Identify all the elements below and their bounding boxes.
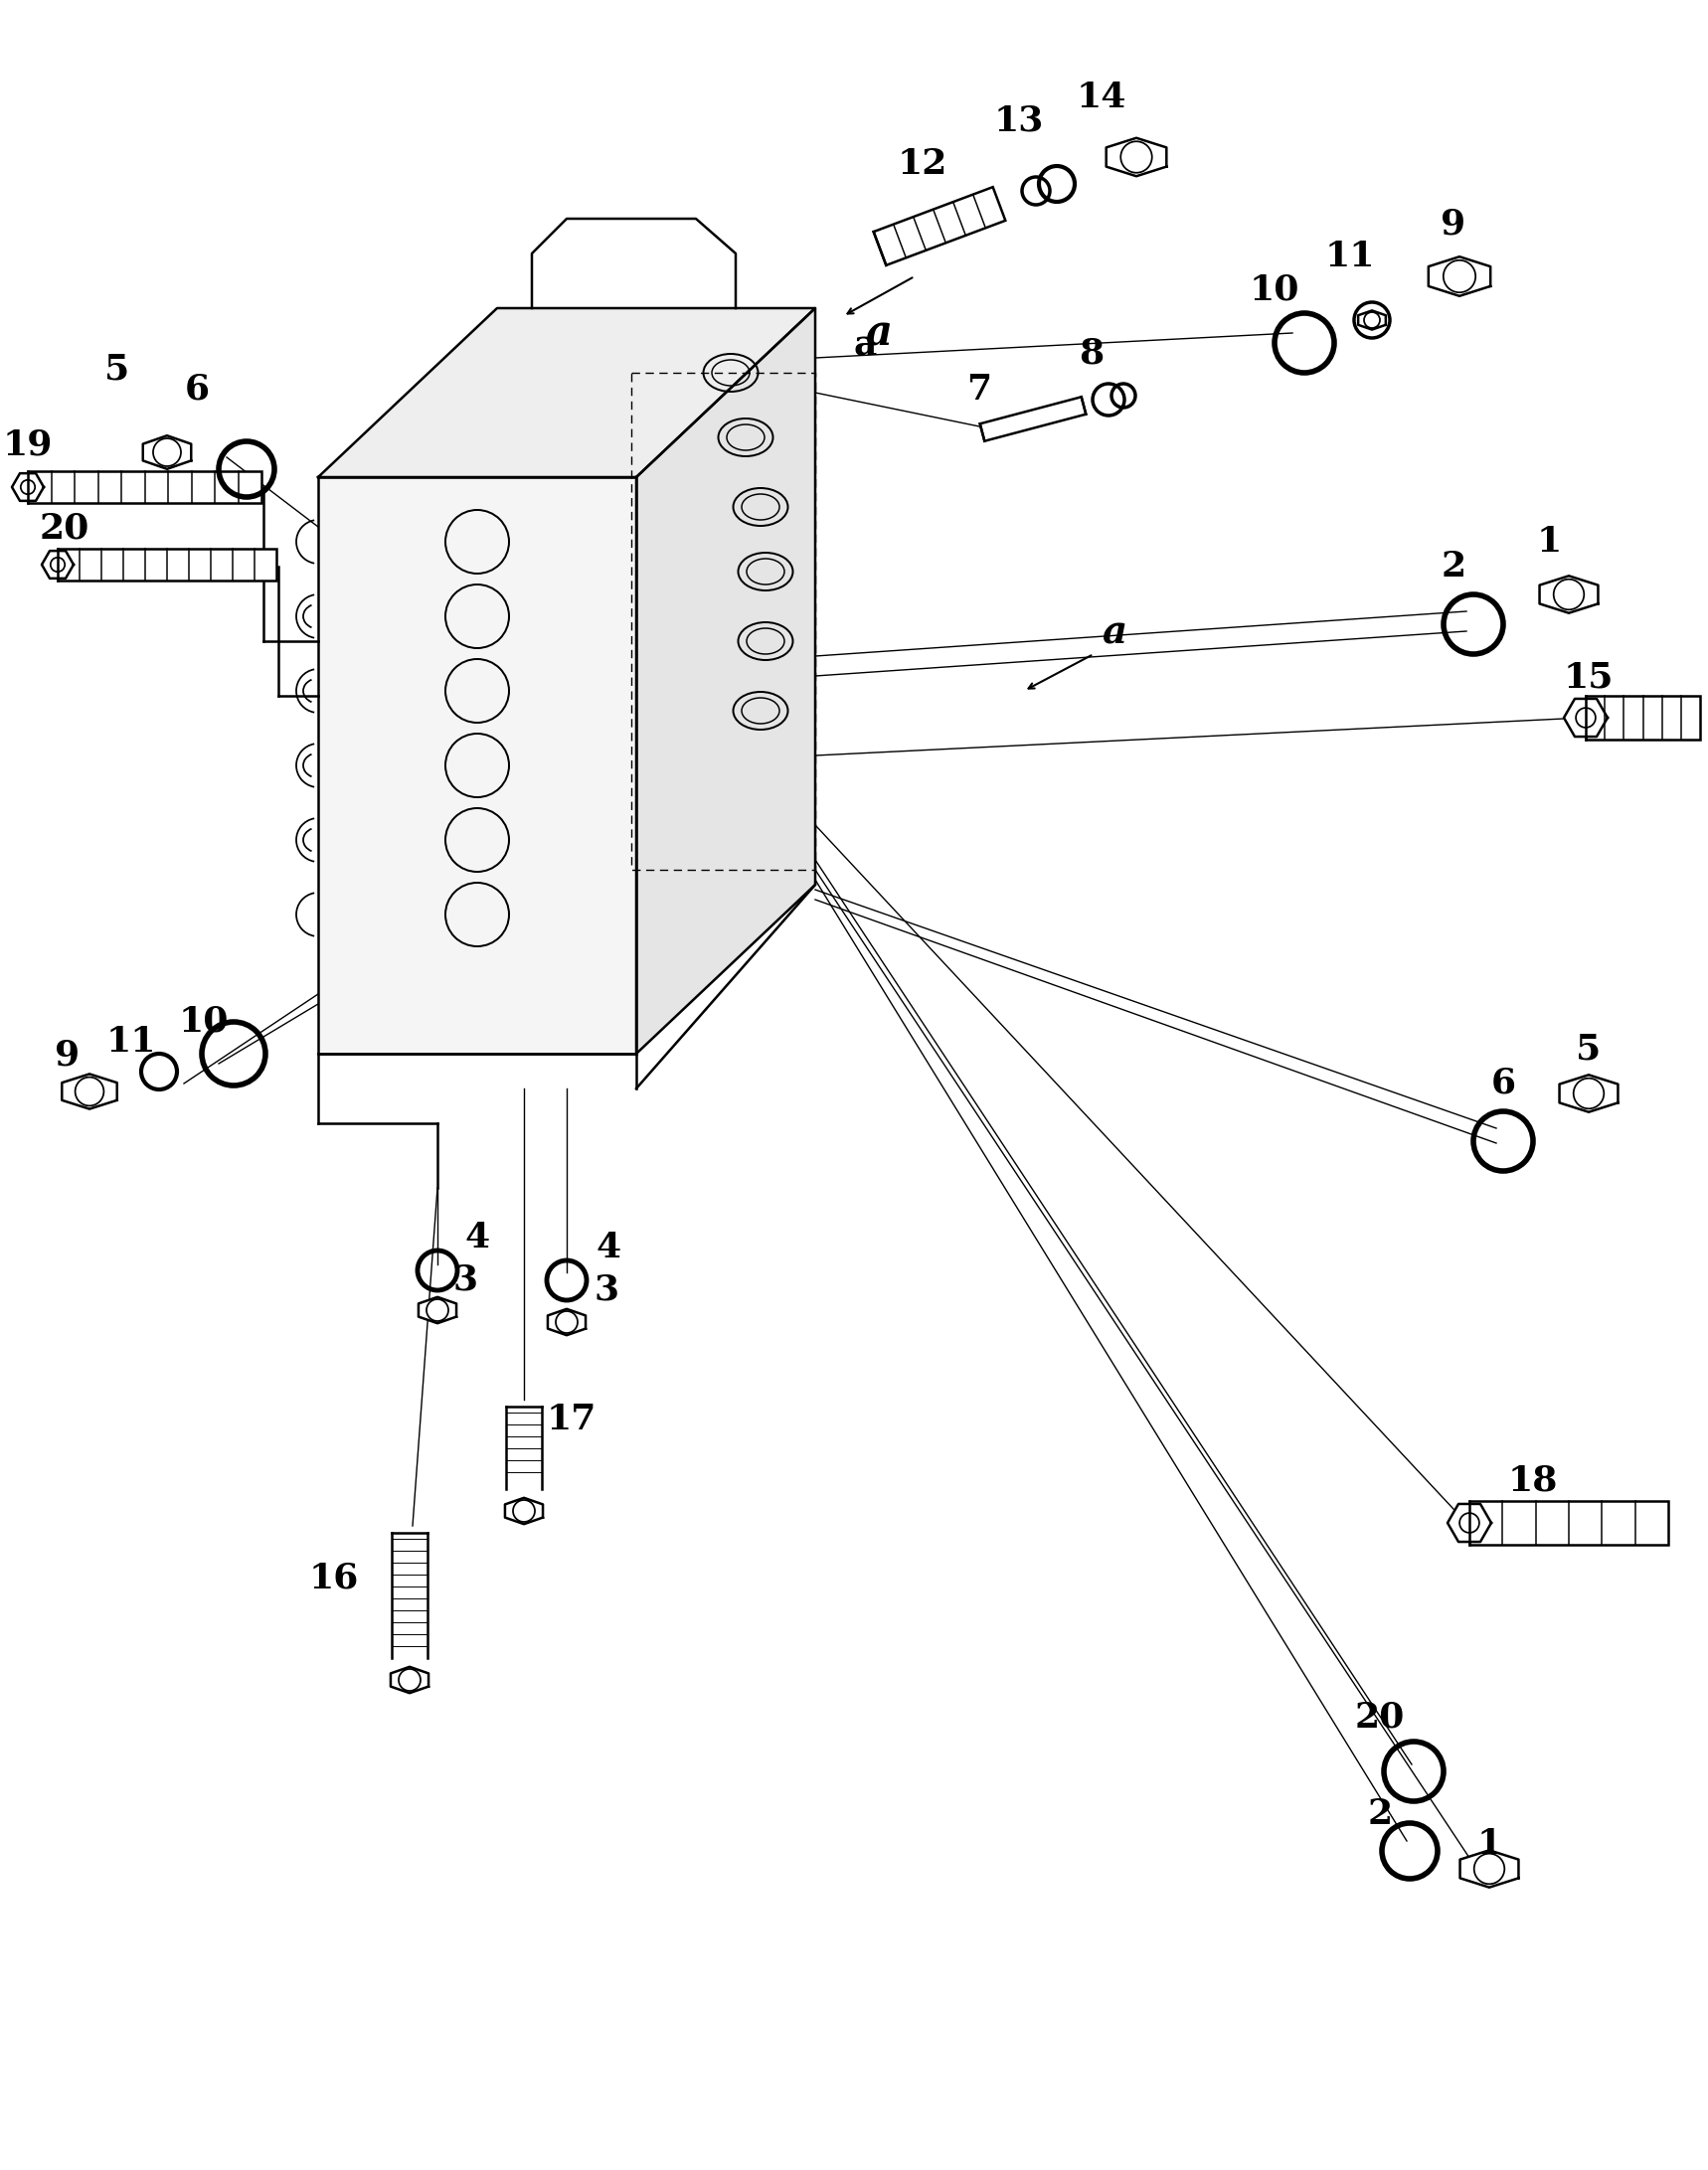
Text: 11: 11 [1325, 239, 1375, 273]
Text: 14: 14 [1076, 80, 1127, 115]
Polygon shape [548, 1309, 586, 1335]
Text: 18: 18 [1508, 1465, 1558, 1497]
Polygon shape [873, 187, 1006, 265]
Polygon shape [41, 551, 73, 579]
Polygon shape [1107, 139, 1167, 176]
Text: 8: 8 [1079, 336, 1103, 369]
Text: 10: 10 [1250, 273, 1300, 308]
Polygon shape [61, 1074, 118, 1109]
Polygon shape [506, 1497, 543, 1523]
Polygon shape [1428, 256, 1491, 295]
Polygon shape [58, 549, 277, 582]
Polygon shape [1539, 575, 1599, 614]
Text: 19: 19 [3, 427, 53, 462]
Text: 6: 6 [184, 373, 210, 406]
Polygon shape [418, 1298, 456, 1324]
Polygon shape [143, 436, 191, 469]
Polygon shape [1358, 310, 1385, 330]
Text: 7: 7 [967, 373, 992, 406]
Text: 9: 9 [1442, 206, 1465, 241]
Polygon shape [1447, 1504, 1491, 1543]
Polygon shape [980, 397, 1086, 441]
Text: 20: 20 [1354, 1701, 1406, 1734]
Text: 3: 3 [594, 1274, 618, 1306]
Text: 6: 6 [1491, 1068, 1515, 1100]
Text: 9: 9 [55, 1039, 80, 1072]
Text: 1: 1 [1537, 525, 1561, 558]
Polygon shape [27, 471, 261, 503]
Polygon shape [1559, 1074, 1617, 1111]
Polygon shape [1460, 1851, 1518, 1888]
Polygon shape [637, 308, 815, 1055]
Text: a: a [1102, 614, 1127, 653]
Text: 12: 12 [898, 148, 948, 180]
Text: 2: 2 [1442, 549, 1465, 584]
Polygon shape [318, 308, 815, 477]
Text: 11: 11 [106, 1024, 157, 1059]
Text: 4: 4 [465, 1222, 490, 1254]
Polygon shape [318, 477, 637, 1055]
Text: 15: 15 [1563, 662, 1614, 694]
Polygon shape [1565, 699, 1607, 736]
Polygon shape [12, 473, 44, 501]
Text: 5: 5 [1576, 1031, 1602, 1065]
Text: 4: 4 [596, 1230, 622, 1265]
Text: 13: 13 [994, 104, 1044, 139]
Text: a: a [864, 312, 892, 356]
Text: 10: 10 [179, 1005, 229, 1039]
Text: 20: 20 [39, 512, 89, 545]
Polygon shape [391, 1667, 429, 1693]
Text: 5: 5 [104, 354, 130, 386]
Text: 17: 17 [547, 1402, 596, 1437]
Text: 16: 16 [309, 1562, 359, 1595]
Text: a: a [854, 330, 876, 362]
Text: 3: 3 [453, 1263, 478, 1298]
Text: 1: 1 [1477, 1827, 1501, 1862]
Text: 2: 2 [1368, 1797, 1392, 1831]
Polygon shape [1585, 697, 1699, 740]
Polygon shape [1469, 1502, 1669, 1545]
